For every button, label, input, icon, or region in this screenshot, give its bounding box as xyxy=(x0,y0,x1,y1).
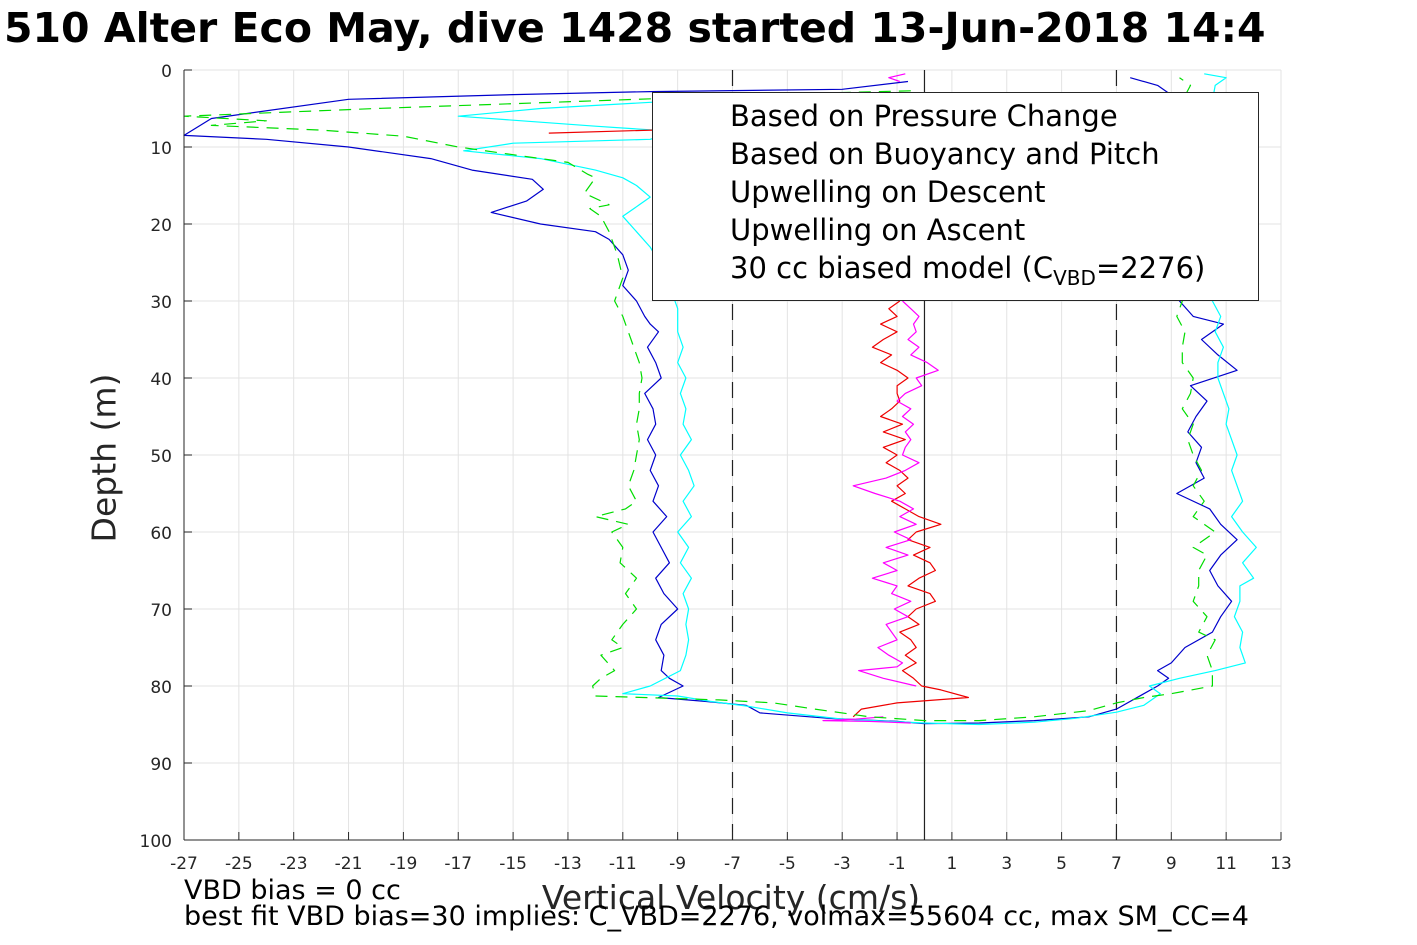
best-fit-note: best fit VBD bias=30 implies: C_VBD=2276… xyxy=(184,901,1249,932)
x-tick-label: 3 xyxy=(1001,854,1012,874)
vbd-bias-note: VBD bias = 0 cc xyxy=(184,875,401,906)
legend-label-descent: Upwelling on Descent xyxy=(730,175,1046,209)
legend-label-ascent: Upwelling on Ascent xyxy=(730,213,1026,247)
x-tick-label: 5 xyxy=(1056,854,1067,874)
y-tick-label: 20 xyxy=(150,216,172,236)
x-tick-label: -27 xyxy=(170,854,198,874)
x-axis-label: Vertical Velocity (cm/s) xyxy=(541,878,921,917)
x-tick-label: 1 xyxy=(946,854,957,874)
series-line-3-1 xyxy=(852,300,939,687)
legend-label-model-post: =2276) xyxy=(1095,251,1206,285)
x-tick-label: 13 xyxy=(1270,854,1292,874)
legend-entry-pressure: Based on Pressure Change xyxy=(653,97,1258,135)
legend-entry-ascent: Upwelling on Ascent xyxy=(653,211,1258,249)
legend-label-model-sub: VBD xyxy=(1053,266,1096,290)
series-line-4-0 xyxy=(183,77,1216,722)
y-tick-label: 90 xyxy=(150,755,172,775)
legend-label-pressure: Based on Pressure Change xyxy=(730,99,1118,133)
axes-layer: -27 -25 -23 -21 -19 -17 -15 -13 -11 -9 -7 -5 -3 -1 1 3 5… xyxy=(140,62,1292,874)
legend-label-model-pre: 30 cc biased model (C xyxy=(730,251,1054,285)
x-tick-label: -1 xyxy=(889,854,906,874)
y-tick-label: 50 xyxy=(150,447,172,467)
x-tick-label: -9 xyxy=(669,854,686,874)
x-tick-label: -7 xyxy=(724,854,741,874)
x-tick-label: 9 xyxy=(1166,854,1177,874)
x-tick-label: -15 xyxy=(499,854,527,874)
series-line-3-2 xyxy=(822,716,911,724)
legend-label-buoyancy: Based on Buoyancy and Pitch xyxy=(730,137,1160,171)
y-tick-label: 60 xyxy=(150,524,172,544)
legend: Based on Pressure Change Based on Buoyan… xyxy=(652,92,1259,301)
series-line-2-2 xyxy=(852,300,970,718)
series-line-3-0 xyxy=(888,73,906,83)
y-tick-label: 0 xyxy=(161,62,172,82)
x-tick-label: 7 xyxy=(1111,854,1122,874)
x-tick-label: -13 xyxy=(554,854,582,874)
y-tick-label: 10 xyxy=(150,139,172,159)
figure-title: 510 Alter Eco May, dive 1428 started 13-… xyxy=(4,4,1266,52)
x-tick-label: -19 xyxy=(390,854,418,874)
x-tick-label: -17 xyxy=(444,854,472,874)
y-tick-label: 100 xyxy=(140,832,172,852)
legend-entry-buoyancy: Based on Buoyancy and Pitch xyxy=(653,135,1258,173)
x-tick-label: -23 xyxy=(280,854,308,874)
x-tick-label: -5 xyxy=(779,854,796,874)
x-tick-label: -25 xyxy=(225,854,253,874)
y-tick-label: 80 xyxy=(150,678,172,698)
legend-entry-descent: Upwelling on Descent xyxy=(653,173,1258,211)
legend-entry-model: 30 cc biased model (CVBD=2276) xyxy=(653,249,1258,290)
y-tick-label: 40 xyxy=(150,370,172,390)
x-tick-label: 11 xyxy=(1215,854,1237,874)
y-tick-label: 70 xyxy=(150,601,172,621)
x-tick-label: -21 xyxy=(335,854,363,874)
x-tick-label: -11 xyxy=(609,854,637,874)
series-line-0-0 xyxy=(183,77,1238,725)
x-tick-label: -3 xyxy=(834,854,851,874)
legend-label-model: 30 cc biased model (CVBD=2276) xyxy=(730,249,1206,290)
y-axis-label: Depth (m) xyxy=(84,373,124,543)
y-tick-label: 30 xyxy=(150,293,172,313)
